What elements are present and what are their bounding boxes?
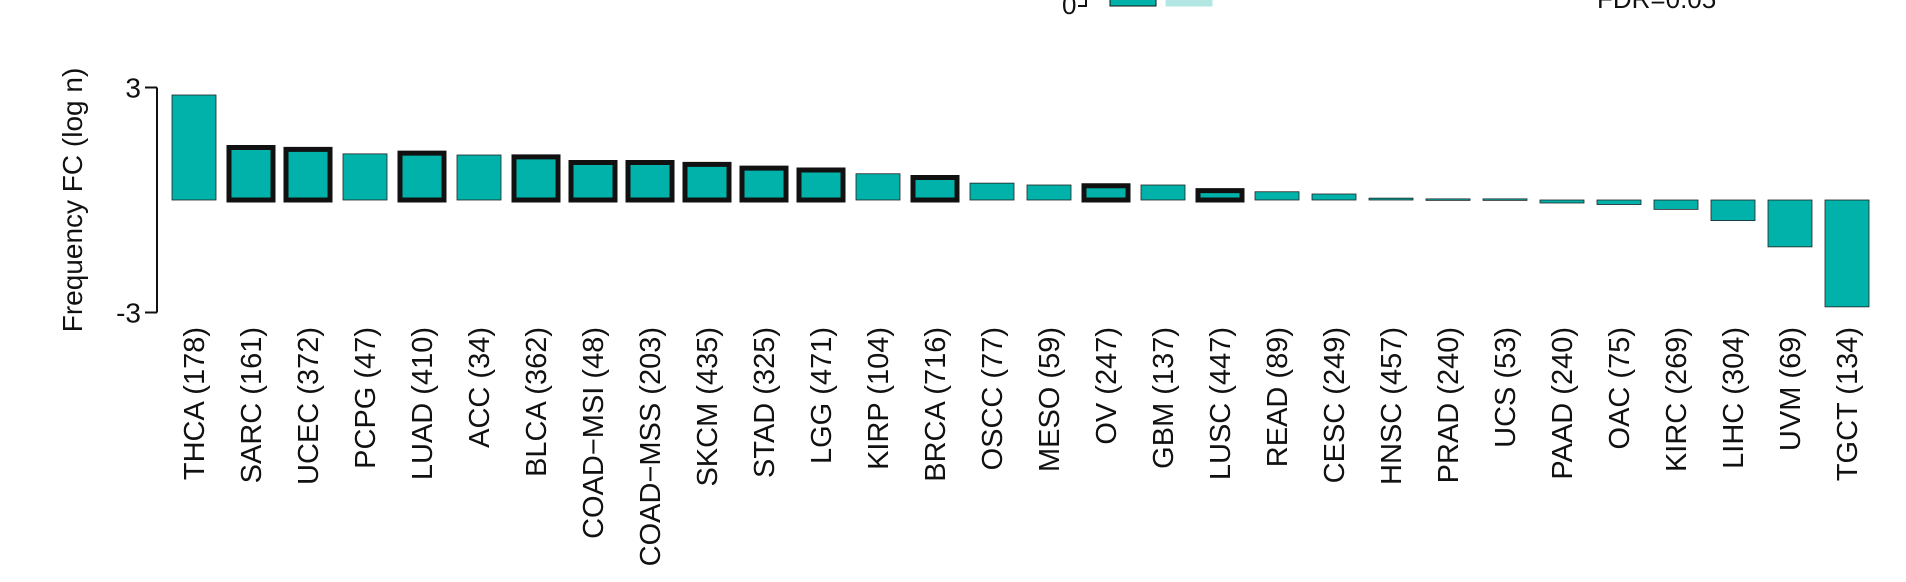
- category-label: COAD−MSS (203): [635, 327, 667, 566]
- category-labels: THCA (178) SARC (161) UCEC (372) PCPG (47) L…: [179, 327, 1864, 566]
- category-label: OSCC (77): [977, 327, 1009, 470]
- bar: [1368, 197, 1414, 201]
- bar: [1425, 198, 1471, 201]
- bar: [682, 161, 732, 203]
- bar: [1596, 199, 1642, 205]
- category-label: LUAD (410): [407, 327, 439, 480]
- bar: [739, 165, 789, 203]
- category-label: ACC (34): [464, 327, 496, 448]
- bar: [1482, 198, 1528, 201]
- y-axis-title: Frequency FC (log n): [57, 68, 88, 333]
- bar: [1081, 183, 1131, 203]
- y-tick-label: 3: [125, 73, 141, 104]
- legend-axis-fragment: 0: [1062, 0, 1076, 20]
- bar: [1311, 193, 1357, 201]
- bar: [1195, 188, 1245, 203]
- category-label: OAC (75): [1604, 327, 1636, 449]
- category-label: READ (89): [1262, 327, 1294, 467]
- bar: [283, 146, 333, 203]
- category-label: GBM (137): [1148, 327, 1180, 469]
- y-tick-label: -3: [116, 298, 141, 329]
- bar: [1824, 199, 1870, 308]
- bars: [171, 94, 1870, 308]
- bar: [969, 182, 1015, 201]
- category-label: TGCT (134): [1832, 327, 1864, 481]
- category-label: OV (247): [1091, 327, 1123, 445]
- bar: [1026, 184, 1072, 201]
- bar: [1254, 191, 1300, 201]
- category-label: MESO (59): [1034, 327, 1066, 472]
- y-axis: 3 -3: [116, 73, 158, 329]
- category-label: PAAD (240): [1547, 327, 1579, 480]
- bar: [342, 153, 388, 201]
- bar: [171, 94, 217, 201]
- category-label: KIRP (104): [863, 327, 895, 470]
- bar: [568, 160, 618, 203]
- category-label: UCEC (372): [293, 327, 325, 485]
- legend-axis-bracket: [1078, 0, 1087, 7]
- category-label: COAD−MSI (48): [578, 327, 610, 539]
- category-label: STAD (325): [749, 327, 781, 478]
- bar: [456, 154, 502, 201]
- category-label: UCS (53): [1490, 327, 1522, 448]
- bar: [1767, 199, 1813, 248]
- category-label: SARC (161): [236, 327, 268, 483]
- bar: [1539, 199, 1585, 204]
- bar: [1140, 184, 1186, 201]
- category-label: THCA (178): [179, 327, 211, 480]
- bar: [511, 154, 561, 203]
- bar: [855, 173, 901, 201]
- legend-fdr-fragment: FDR=0.05: [1597, 0, 1716, 14]
- bar: [625, 160, 675, 203]
- category-label: HNSC (457): [1376, 327, 1408, 485]
- category-label: PCPG (47): [350, 327, 382, 469]
- bar: [910, 175, 960, 203]
- legend-swatch-light: [1165, 0, 1213, 7]
- category-label: CESC (249): [1319, 327, 1351, 483]
- bar: [226, 145, 276, 203]
- category-label: UVM (69): [1775, 327, 1807, 451]
- category-label: LIHC (304): [1718, 327, 1750, 469]
- bar: [1653, 199, 1699, 210]
- bar: [397, 150, 447, 203]
- category-label: PRAD (240): [1433, 327, 1465, 483]
- bar: [1710, 199, 1756, 222]
- category-label: SKCM (435): [692, 327, 724, 487]
- category-label: BLCA (362): [521, 327, 553, 477]
- legend-swatch-dark: [1109, 0, 1157, 7]
- category-label: BRCA (716): [920, 327, 952, 482]
- legend-fragment: 0 FDR=0.05: [1062, 0, 1716, 20]
- category-label: LGG (471): [806, 327, 838, 464]
- bar: [796, 167, 846, 203]
- category-label: KIRC (269): [1661, 327, 1693, 472]
- category-label: LUSC (447): [1205, 327, 1237, 480]
